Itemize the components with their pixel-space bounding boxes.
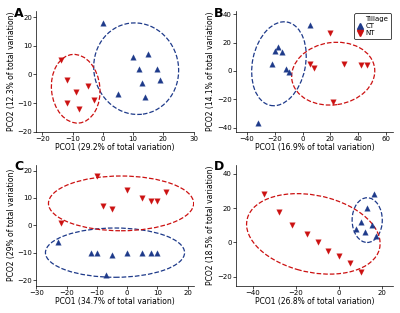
Point — [255, 121, 261, 126]
Point — [54, 239, 61, 244]
Point — [57, 58, 64, 63]
Point — [139, 80, 146, 85]
Point — [124, 250, 130, 255]
Point — [327, 30, 334, 35]
Point — [274, 44, 281, 49]
Point — [336, 254, 342, 259]
Point — [368, 223, 375, 228]
Point — [100, 204, 106, 209]
Point — [370, 192, 377, 197]
Point — [148, 250, 154, 255]
Point — [314, 240, 321, 245]
Point — [364, 63, 370, 68]
Point — [100, 20, 106, 25]
Point — [103, 272, 109, 277]
Point — [278, 50, 285, 55]
Point — [148, 198, 154, 203]
Point — [142, 95, 148, 100]
Point — [109, 206, 115, 211]
Point — [364, 206, 370, 211]
Point — [304, 231, 310, 236]
X-axis label: PCO1 (29.2% of total variation): PCO1 (29.2% of total variation) — [55, 143, 175, 152]
Point — [72, 89, 79, 94]
Point — [358, 63, 364, 68]
Point — [310, 65, 317, 70]
Point — [283, 67, 289, 72]
Point — [341, 61, 348, 66]
Point — [358, 269, 364, 274]
Point — [139, 195, 146, 200]
Point — [76, 106, 82, 111]
Y-axis label: PCO2 (18.5% of total variation): PCO2 (18.5% of total variation) — [206, 166, 216, 285]
Point — [276, 209, 282, 214]
X-axis label: PCO1 (34.7% of total variation): PCO1 (34.7% of total variation) — [55, 297, 175, 306]
Text: B: B — [214, 7, 223, 19]
Point — [130, 55, 136, 60]
Point — [306, 61, 313, 66]
Point — [94, 250, 100, 255]
Point — [109, 253, 115, 258]
X-axis label: PCO1 (26.8% of total variation): PCO1 (26.8% of total variation) — [255, 297, 374, 306]
Point — [288, 223, 295, 228]
Point — [286, 70, 292, 75]
Point — [272, 49, 278, 54]
Point — [362, 230, 368, 235]
Point — [306, 23, 313, 28]
Y-axis label: PCO2 (29% of total variation): PCO2 (29% of total variation) — [7, 169, 16, 281]
Point — [154, 66, 160, 71]
Point — [88, 250, 94, 255]
Point — [358, 219, 364, 224]
Point — [347, 261, 353, 266]
Point — [154, 198, 160, 203]
Point — [260, 192, 267, 197]
Y-axis label: PCO2 (14.1% of total variation): PCO2 (14.1% of total variation) — [206, 12, 216, 131]
X-axis label: PCO1 (16.9% of total variation): PCO1 (16.9% of total variation) — [255, 143, 374, 152]
Point — [163, 190, 170, 195]
Legend: Tillage, CT, NT: Tillage, CT, NT — [354, 13, 391, 39]
Point — [353, 226, 360, 231]
Point — [64, 78, 70, 83]
Point — [373, 233, 379, 238]
Point — [154, 250, 160, 255]
Point — [57, 220, 64, 225]
Point — [139, 250, 146, 255]
Point — [269, 61, 275, 66]
Y-axis label: PCO2 (12.3% of total variation): PCO2 (12.3% of total variation) — [7, 12, 16, 131]
Point — [157, 78, 164, 83]
Text: C: C — [14, 160, 24, 173]
Point — [91, 98, 97, 103]
Point — [325, 249, 332, 254]
Point — [115, 92, 121, 97]
Point — [64, 100, 70, 105]
Point — [124, 187, 130, 192]
Point — [94, 173, 100, 178]
Point — [145, 52, 152, 57]
Text: D: D — [214, 160, 224, 173]
Point — [330, 100, 336, 105]
Point — [84, 83, 91, 88]
Point — [136, 66, 142, 71]
Text: A: A — [14, 7, 24, 19]
